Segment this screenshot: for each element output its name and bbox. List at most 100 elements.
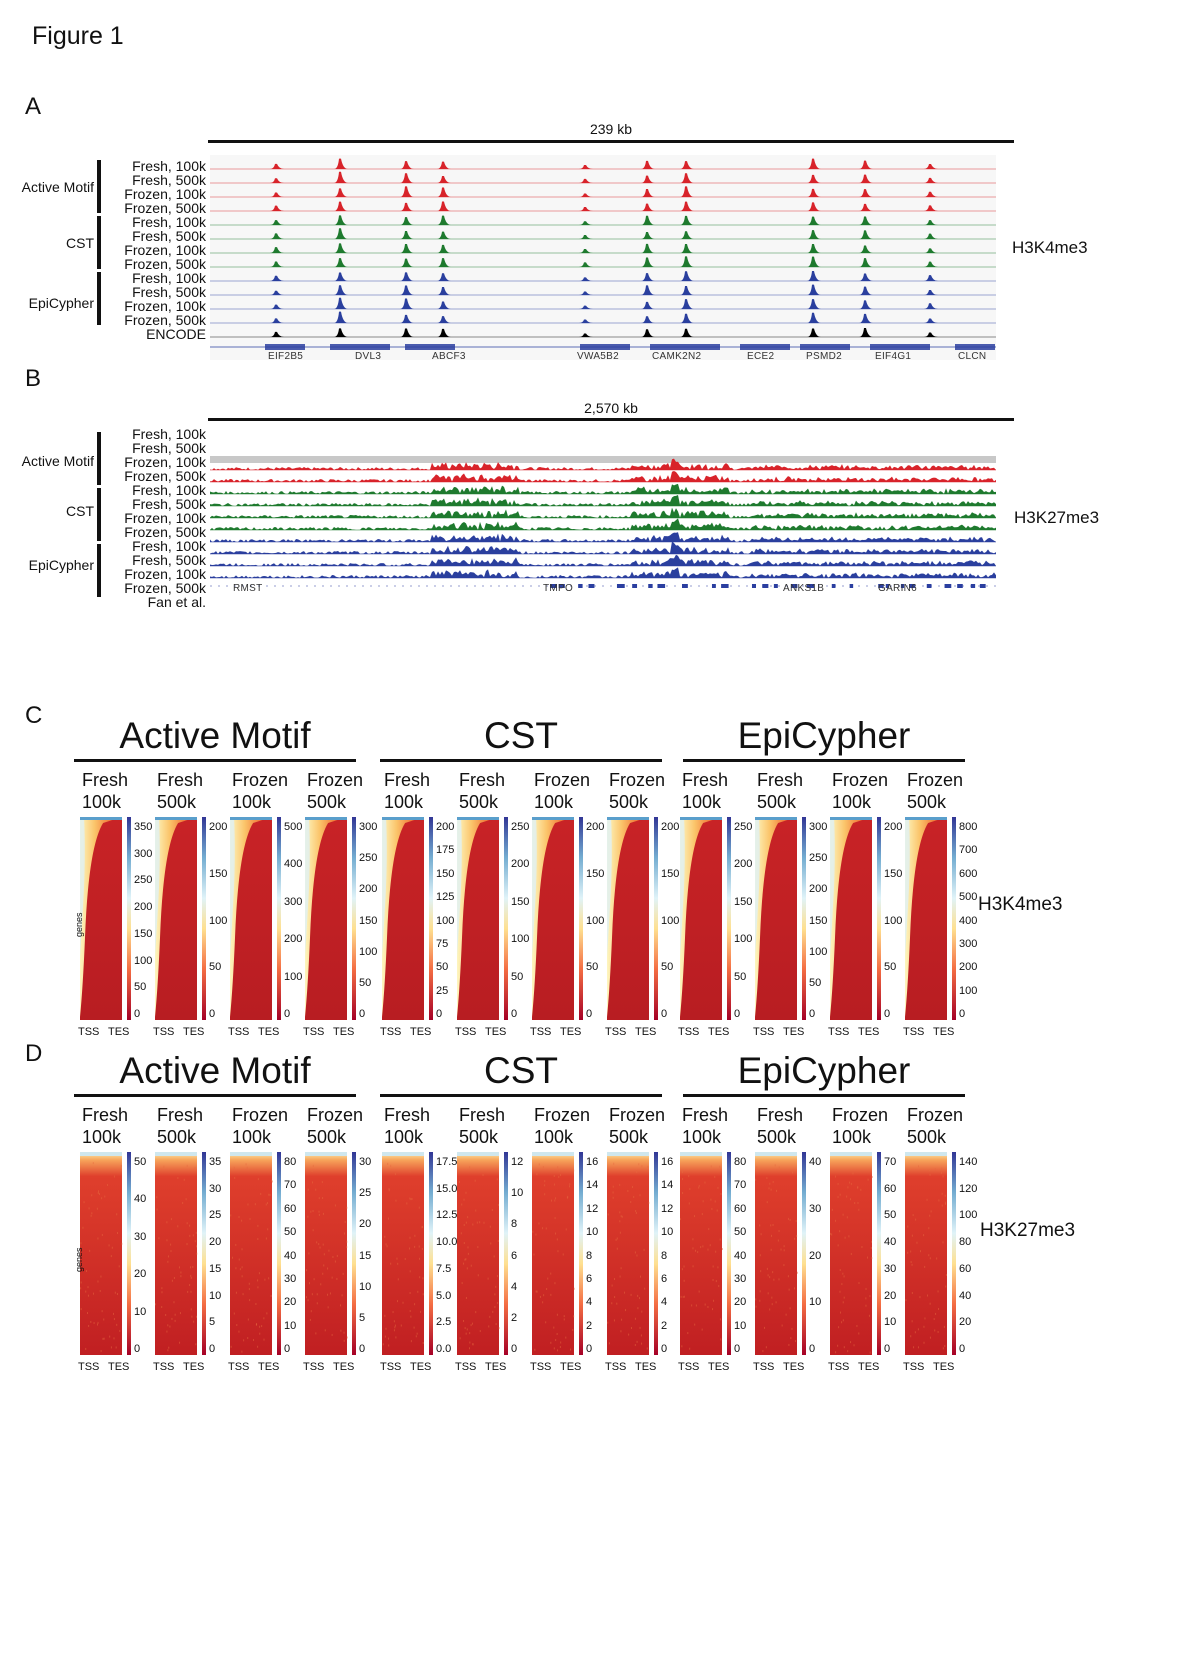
column-label-condition: Fresh [459,1105,506,1125]
colorbar-tick: 12.5 [436,1209,458,1222]
heatmap-group-title: CST [484,1050,558,1091]
colorbar-tick: 14 [661,1179,674,1192]
column-label-cells: 500k [907,792,947,812]
x-axis-start-label: TSS [678,1361,700,1373]
colorbar-tick: 100 [511,933,530,946]
heatmap [755,817,806,1020]
colorbar-tick: 50 [884,1209,897,1222]
peak [641,316,655,323]
peak [924,205,938,211]
column-label-cells: 500k [459,1127,499,1147]
colorbar-tick: 100 [661,914,680,927]
colorbar-tick: 300 [959,937,978,950]
column-label-condition: Frozen [832,1105,889,1125]
colorbar-tick: 200 [661,821,680,833]
heatmap [905,817,956,1020]
colorbar-tick: 0 [661,1343,668,1355]
colorbar-tick: 80 [959,1236,972,1249]
colorbar-tick: 5.0 [436,1289,452,1302]
column-label-condition: Fresh [82,1105,129,1125]
peak [579,319,593,323]
signal-track [210,518,996,530]
peak [859,160,873,169]
colorbar-tick: 100 [436,914,455,927]
colorbar-tick: 10 [511,1187,524,1200]
column-label-condition: Frozen [534,1105,591,1125]
colorbar-tick: 0 [209,1343,216,1355]
panel-a-track-label: Fresh, 500k [132,228,206,244]
colorbar-tick: 20 [284,1296,297,1309]
colorbar-tick: 20 [884,1289,897,1302]
colorbar-tick: 50 [436,961,449,974]
panel-letter-b: B [25,365,42,392]
peak [680,161,694,169]
panel-a-track-label: Fresh, 100k [132,214,206,230]
column-label-cells: 100k [832,1127,872,1147]
column-label-condition: Frozen [307,770,364,790]
colorbar-tick: 0 [209,1008,216,1020]
column-label-cells: 100k [534,1127,574,1147]
colorbar-tick: 200 [809,883,828,896]
y-axis-label: genes [74,912,84,937]
peak [807,158,821,169]
peak [270,220,284,225]
peak [334,228,348,239]
x-axis-end-label: TES [858,1026,880,1038]
panel-a-track-label: Frozen, 500k [124,256,206,272]
peak [400,244,414,253]
heatmap [607,817,658,1020]
gene-label: ANKS1B [783,583,825,594]
panel-b-track-label: Fresh, 100k [132,538,206,554]
panel-letter-c: C [25,702,43,729]
x-axis-start-label: TSS [903,1026,925,1038]
x-axis-end-label: TES [933,1026,955,1038]
column-label-condition: Fresh [459,770,506,790]
column-label-condition: Fresh [157,770,204,790]
peak [334,243,348,253]
peak [400,314,414,323]
colorbar-tick: 200 [734,858,753,871]
colorbar-tick: 10.0 [436,1236,458,1249]
colorbar-tick: 100 [209,914,228,927]
peak [924,248,938,253]
colorbar-tick: 17.5 [436,1156,458,1168]
colorbar-tick: 15 [209,1262,222,1275]
x-axis-start-label: TSS [903,1361,925,1373]
colorbar-tick: 20 [959,1316,972,1329]
colorbar-tick: 15 [359,1249,372,1262]
heatmap [905,1152,956,1355]
figure-title: Figure 1 [32,22,124,50]
peak [270,247,284,253]
colorbar-tick: 0 [884,1008,891,1020]
x-axis-end-label: TES [708,1361,730,1373]
column-label-cells: 500k [307,1127,347,1147]
colorbar-tick: 80 [284,1156,297,1168]
peak [437,258,451,267]
colorbar-tick: 250 [359,852,378,865]
colorbar-tick: 120 [959,1182,978,1195]
colorbar-tick: 50 [134,981,147,994]
x-axis-end-label: TES [410,1361,432,1373]
panel-b-track-label: Fresh, 500k [132,496,206,512]
colorbar-tick: 10 [884,1316,897,1329]
heatmap-group-underline [74,1094,356,1097]
colorbar-tick: 0 [661,1008,668,1020]
colorbar-tick: 100 [959,1209,978,1222]
column-label-cells: 100k [682,1127,722,1147]
signal-track [210,495,996,506]
colorbar-tick: 0 [359,1343,366,1355]
column-label-cells: 500k [609,1127,649,1147]
peak [680,271,694,281]
panel-b-track-label: Frozen, 500k [124,524,206,540]
heatmap-group-title: EpiCypher [737,715,911,756]
peak [641,189,655,197]
x-axis-start-label: TSS [828,1026,850,1038]
peak [680,313,694,323]
colorbar-tick: 40 [734,1249,747,1262]
peak [859,273,873,281]
panel-a-scale-bar [208,140,1014,143]
peak [270,178,284,183]
heatmap [680,817,731,1020]
panel-a-bracket-cst [97,216,101,269]
signal-track [210,532,996,542]
